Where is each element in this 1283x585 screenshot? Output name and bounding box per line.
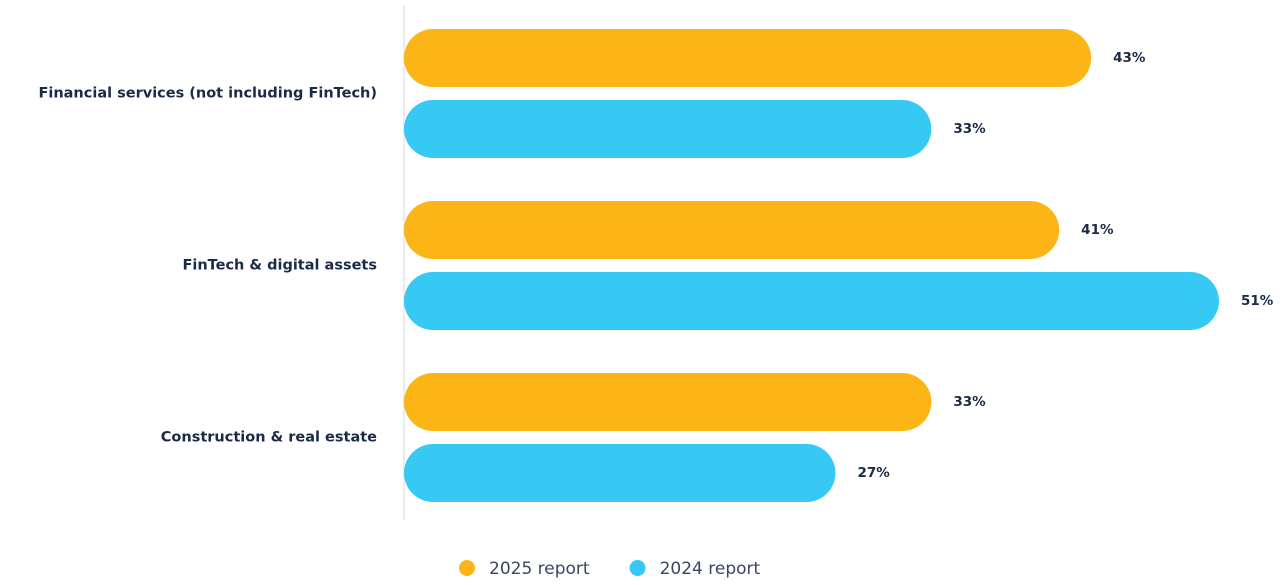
bar bbox=[404, 373, 932, 431]
value-label: 51% bbox=[1241, 293, 1274, 309]
bar bbox=[404, 444, 836, 502]
legend-label: 2025 report bbox=[489, 559, 590, 579]
legend-label: 2024 report bbox=[660, 559, 761, 579]
bar bbox=[404, 100, 932, 158]
bar bbox=[404, 29, 1092, 87]
category-label: Financial services (not including FinTec… bbox=[38, 86, 377, 102]
value-label: 41% bbox=[1081, 222, 1114, 238]
category-label: FinTech & digital assets bbox=[182, 258, 377, 274]
legend-swatch bbox=[459, 560, 475, 576]
value-label: 33% bbox=[953, 121, 986, 137]
value-label: 43% bbox=[1113, 50, 1146, 66]
category-label: Construction & real estate bbox=[161, 430, 377, 446]
legend-swatch bbox=[629, 560, 646, 576]
bar bbox=[404, 272, 1219, 330]
bar bbox=[404, 201, 1060, 259]
value-label: 33% bbox=[953, 394, 986, 410]
value-label: 27% bbox=[857, 465, 890, 481]
